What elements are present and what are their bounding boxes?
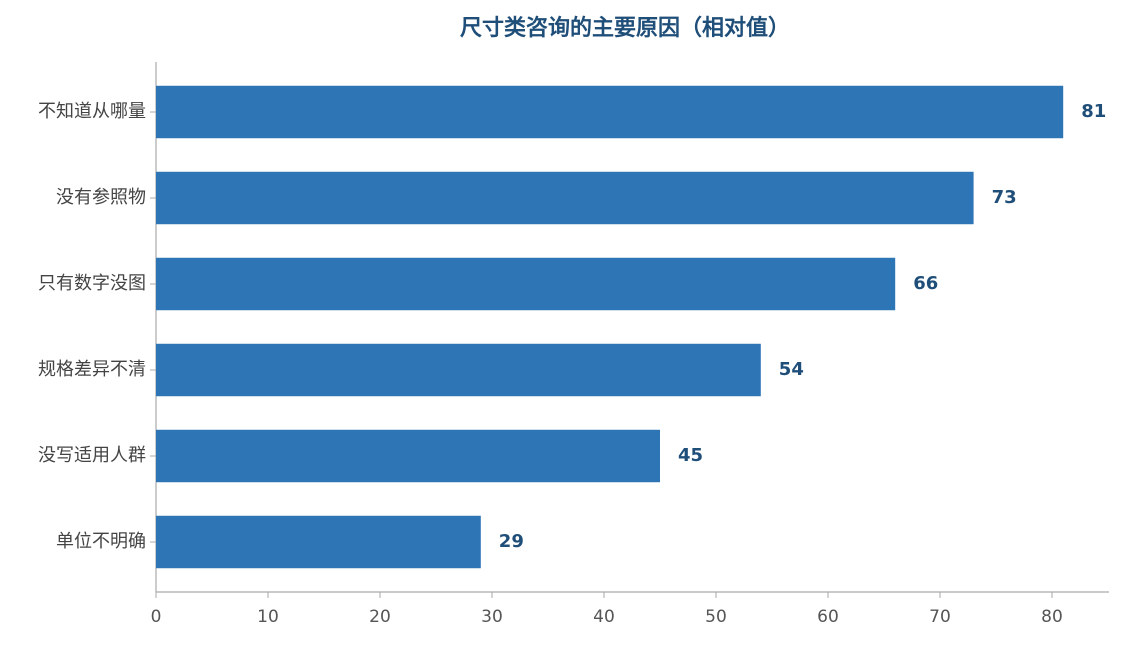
- value-label: 54: [779, 359, 804, 380]
- chart-title: 尺寸类咨询的主要原因（相对值）: [460, 15, 790, 41]
- y-tick-label: 没写适用人群: [38, 445, 146, 466]
- bar: [156, 515, 481, 569]
- x-tick-label: 60: [817, 607, 839, 627]
- value-label: 81: [1081, 101, 1106, 122]
- value-label: 45: [678, 445, 703, 466]
- x-tick-label: 40: [593, 607, 615, 627]
- y-tick-label: 单位不明确: [56, 531, 146, 552]
- y-tick-label: 规格差异不清: [38, 359, 146, 380]
- x-tick-label: 10: [257, 607, 279, 627]
- bar: [156, 343, 761, 397]
- value-label: 66: [913, 273, 938, 294]
- y-tick-label: 不知道从哪量: [38, 101, 146, 122]
- bar: [156, 257, 896, 311]
- value-label: 73: [992, 187, 1017, 208]
- bar: [156, 171, 974, 225]
- bar: [156, 429, 660, 483]
- x-tick-label: 80: [1041, 607, 1063, 627]
- y-tick-label: 只有数字没图: [38, 273, 146, 294]
- value-label: 29: [499, 531, 524, 552]
- bar: [156, 85, 1064, 139]
- x-tick-label: 70: [929, 607, 951, 627]
- x-tick-label: 0: [151, 607, 162, 627]
- x-tick-label: 50: [705, 607, 727, 627]
- x-tick-label: 30: [481, 607, 503, 627]
- y-tick-label: 没有参照物: [56, 187, 146, 208]
- x-tick-label: 20: [369, 607, 391, 627]
